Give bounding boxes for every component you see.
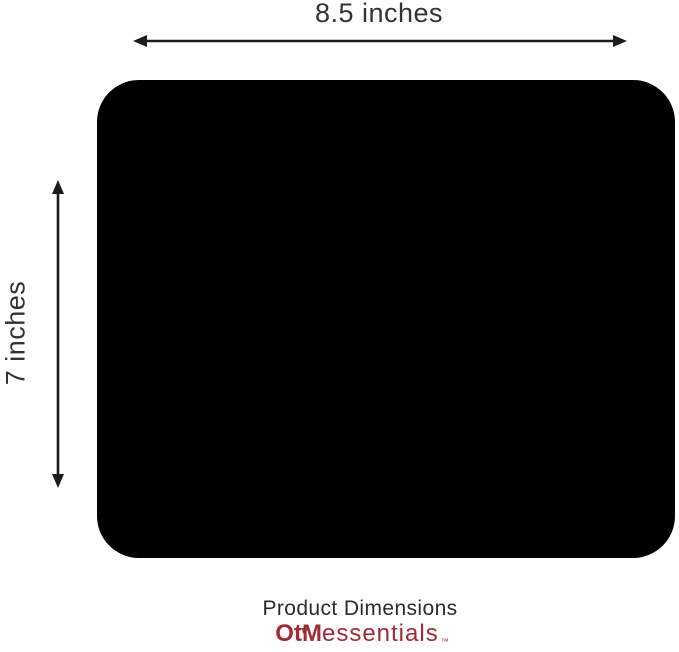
width-arrow-left-head — [133, 35, 147, 47]
brand-logo-m: M — [301, 620, 322, 647]
product-dimensions-caption: Product Dimensions — [262, 597, 458, 620]
brand-logo-t-arrow: t — [293, 620, 302, 647]
height-arrow — [52, 180, 64, 488]
height-arrow-top-head — [52, 180, 64, 194]
trademark-symbol: ™ — [440, 637, 449, 646]
width-arrow-right-head — [613, 35, 627, 47]
width-arrow — [133, 35, 627, 47]
brand-logo-o: O — [275, 620, 294, 647]
brand-logo: O t M essentials ™ — [275, 620, 448, 648]
height-dimension-label: 7 inches — [0, 280, 31, 386]
height-arrow-bottom-head — [52, 474, 64, 488]
width-dimension-label: 8.5 inches — [314, 0, 444, 28]
brand-logo-essentials: essentials — [321, 620, 439, 647]
mousepad-graphic — [97, 80, 675, 558]
